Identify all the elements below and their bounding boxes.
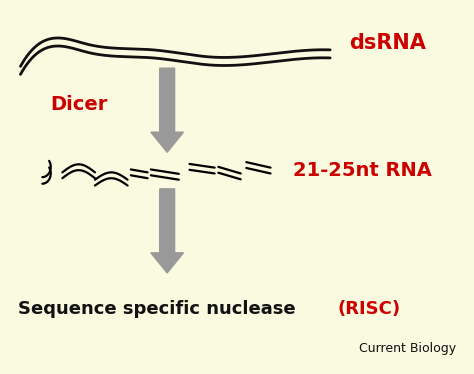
Text: Dicer: Dicer xyxy=(51,95,108,114)
Text: dsRNA: dsRNA xyxy=(349,33,426,53)
Text: Sequence specific nuclease: Sequence specific nuclease xyxy=(18,300,302,319)
Text: 21-25nt RNA: 21-25nt RNA xyxy=(293,161,432,180)
FancyArrow shape xyxy=(151,68,183,152)
Text: (RISC): (RISC) xyxy=(337,300,400,319)
FancyArrow shape xyxy=(151,189,183,273)
Text: Current Biology: Current Biology xyxy=(359,342,456,355)
